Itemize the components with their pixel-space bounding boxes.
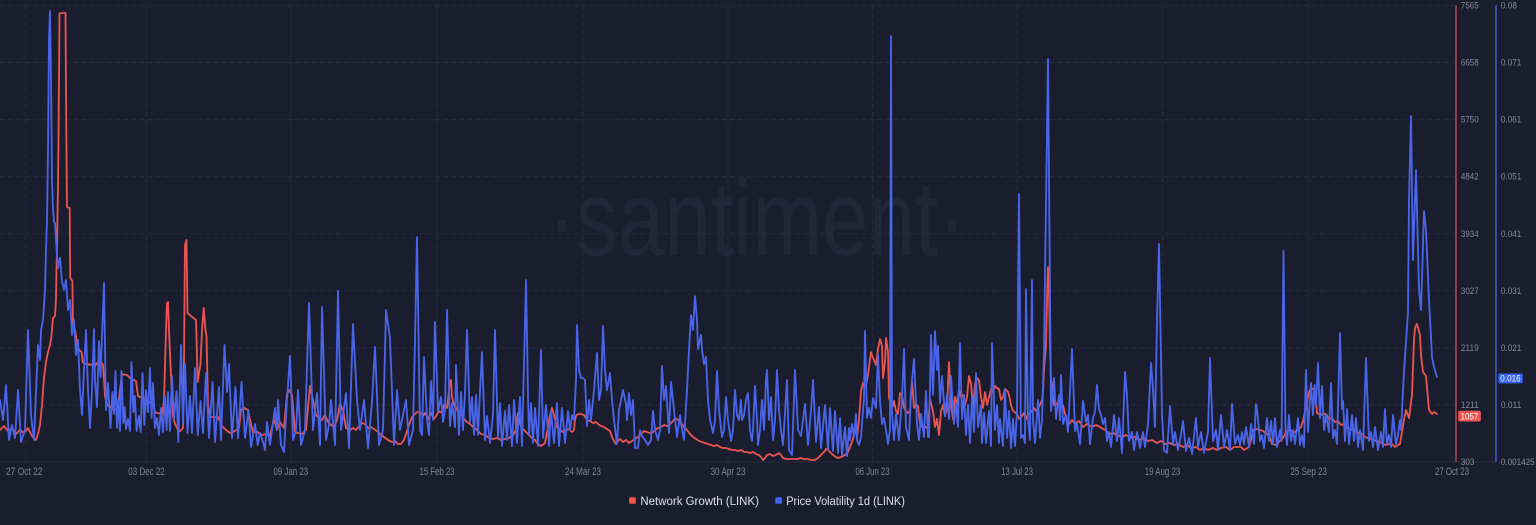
svg-text:06 Jun 23: 06 Jun 23 <box>856 466 890 478</box>
svg-text:6658: 6658 <box>1461 58 1479 68</box>
svg-text:09 Jan 23: 09 Jan 23 <box>274 466 309 478</box>
svg-text:24 Mar 23: 24 Mar 23 <box>565 466 601 478</box>
svg-text:0.061: 0.061 <box>1501 115 1521 125</box>
svg-text:15 Feb 23: 15 Feb 23 <box>420 466 455 478</box>
svg-text:0.001425: 0.001425 <box>1501 457 1535 467</box>
svg-text:3027: 3027 <box>1461 286 1479 296</box>
svg-text:1057: 1057 <box>1461 411 1479 421</box>
svg-text:03 Dec 22: 03 Dec 22 <box>128 466 165 478</box>
svg-text:303: 303 <box>1461 457 1474 467</box>
svg-text:5750: 5750 <box>1461 115 1479 125</box>
svg-text:27 Oct 22: 27 Oct 22 <box>6 466 43 478</box>
svg-text:0.071: 0.071 <box>1501 58 1521 68</box>
svg-text:1211: 1211 <box>1461 400 1479 410</box>
svg-text:Network Growth (LINK): Network Growth (LINK) <box>640 494 759 508</box>
svg-text:30 Apr 23: 30 Apr 23 <box>711 466 746 478</box>
svg-text:4842: 4842 <box>1461 172 1479 182</box>
svg-text:0.021: 0.021 <box>1501 343 1521 353</box>
svg-text:19 Aug 23: 19 Aug 23 <box>1145 466 1181 478</box>
svg-text:2119: 2119 <box>1461 343 1479 353</box>
svg-text:0.041: 0.041 <box>1501 229 1521 239</box>
svg-text:25 Sep 23: 25 Sep 23 <box>1290 466 1327 478</box>
svg-text:27 Oct 23: 27 Oct 23 <box>1435 466 1469 478</box>
svg-text:0.08: 0.08 <box>1501 1 1517 11</box>
svg-text:7565: 7565 <box>1461 1 1479 11</box>
svg-text:0.031: 0.031 <box>1501 286 1521 296</box>
svg-text:0.016: 0.016 <box>1500 374 1520 384</box>
svg-text:0.051: 0.051 <box>1501 172 1521 182</box>
svg-text:3934: 3934 <box>1461 229 1479 239</box>
svg-text:13 Jul 23: 13 Jul 23 <box>1001 466 1033 478</box>
svg-text:·santiment·: ·santiment· <box>548 158 966 278</box>
svg-text:0.011: 0.011 <box>1501 400 1521 410</box>
svg-text:Price Volatility 1d (LINK): Price Volatility 1d (LINK) <box>786 494 905 508</box>
